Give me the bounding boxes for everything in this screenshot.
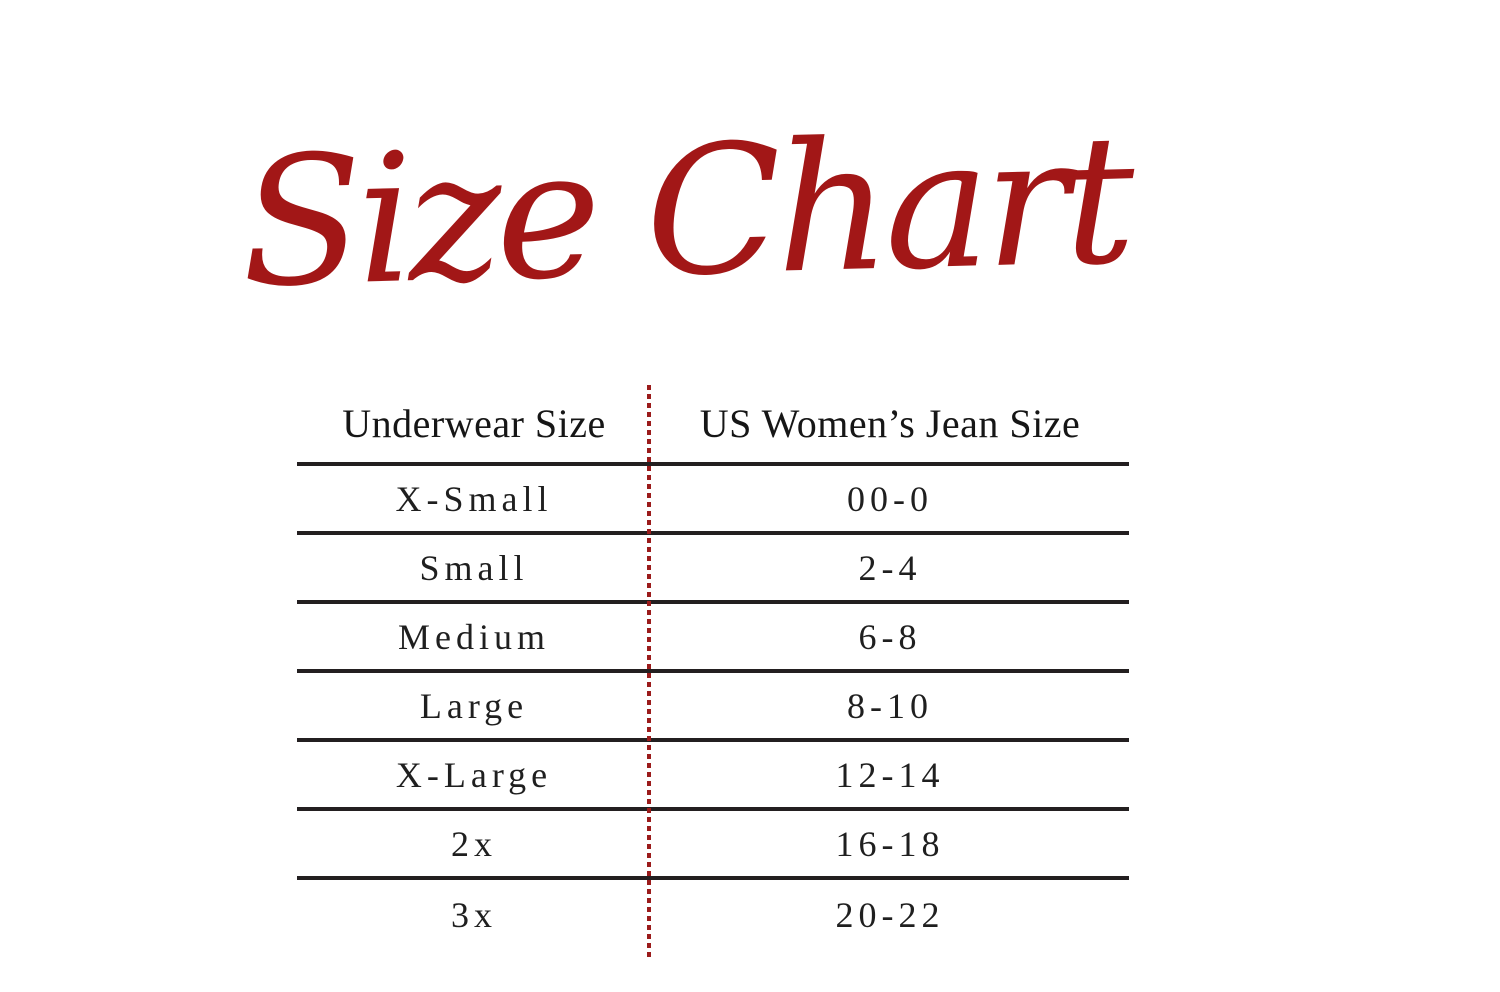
table-row: Large 8-10	[297, 673, 1129, 742]
table-row: Small 2-4	[297, 535, 1129, 604]
underwear-size-cell: Large	[419, 685, 529, 726]
table-row: 3x 20-22	[297, 880, 1129, 949]
jean-size-cell: 8-10	[847, 685, 933, 726]
table-row: X-Small 00-0	[297, 466, 1129, 535]
table-row: X-Large 12-14	[297, 742, 1129, 811]
underwear-size-cell: X-Large	[395, 754, 553, 795]
size-table: Underwear Size US Women’s Jean Size X-Sm…	[297, 385, 1129, 957]
column-divider-dotted-line	[647, 385, 651, 957]
underwear-size-cell: 2x	[451, 823, 497, 864]
underwear-size-cell: 3x	[451, 894, 497, 935]
underwear-size-cell: Medium	[398, 616, 550, 657]
jean-size-cell: 2-4	[858, 547, 922, 588]
table-header-row: Underwear Size US Women’s Jean Size	[297, 385, 1129, 466]
jean-size-cell: 00-0	[847, 478, 933, 519]
column-header-underwear-size: Underwear Size	[342, 401, 606, 446]
column-header-jean-size: US Women’s Jean Size	[699, 401, 1081, 446]
underwear-size-cell: X-Small	[395, 478, 553, 519]
page-title: Size Chart	[238, 96, 1132, 327]
table-row: Medium 6-8	[297, 604, 1129, 673]
jean-size-cell: 16-18	[835, 823, 945, 864]
jean-size-cell: 6-8	[858, 616, 922, 657]
jean-size-cell: 20-22	[835, 894, 945, 935]
table-row: 2x 16-18	[297, 811, 1129, 880]
underwear-size-cell: Small	[419, 547, 529, 588]
jean-size-cell: 12-14	[835, 754, 945, 795]
